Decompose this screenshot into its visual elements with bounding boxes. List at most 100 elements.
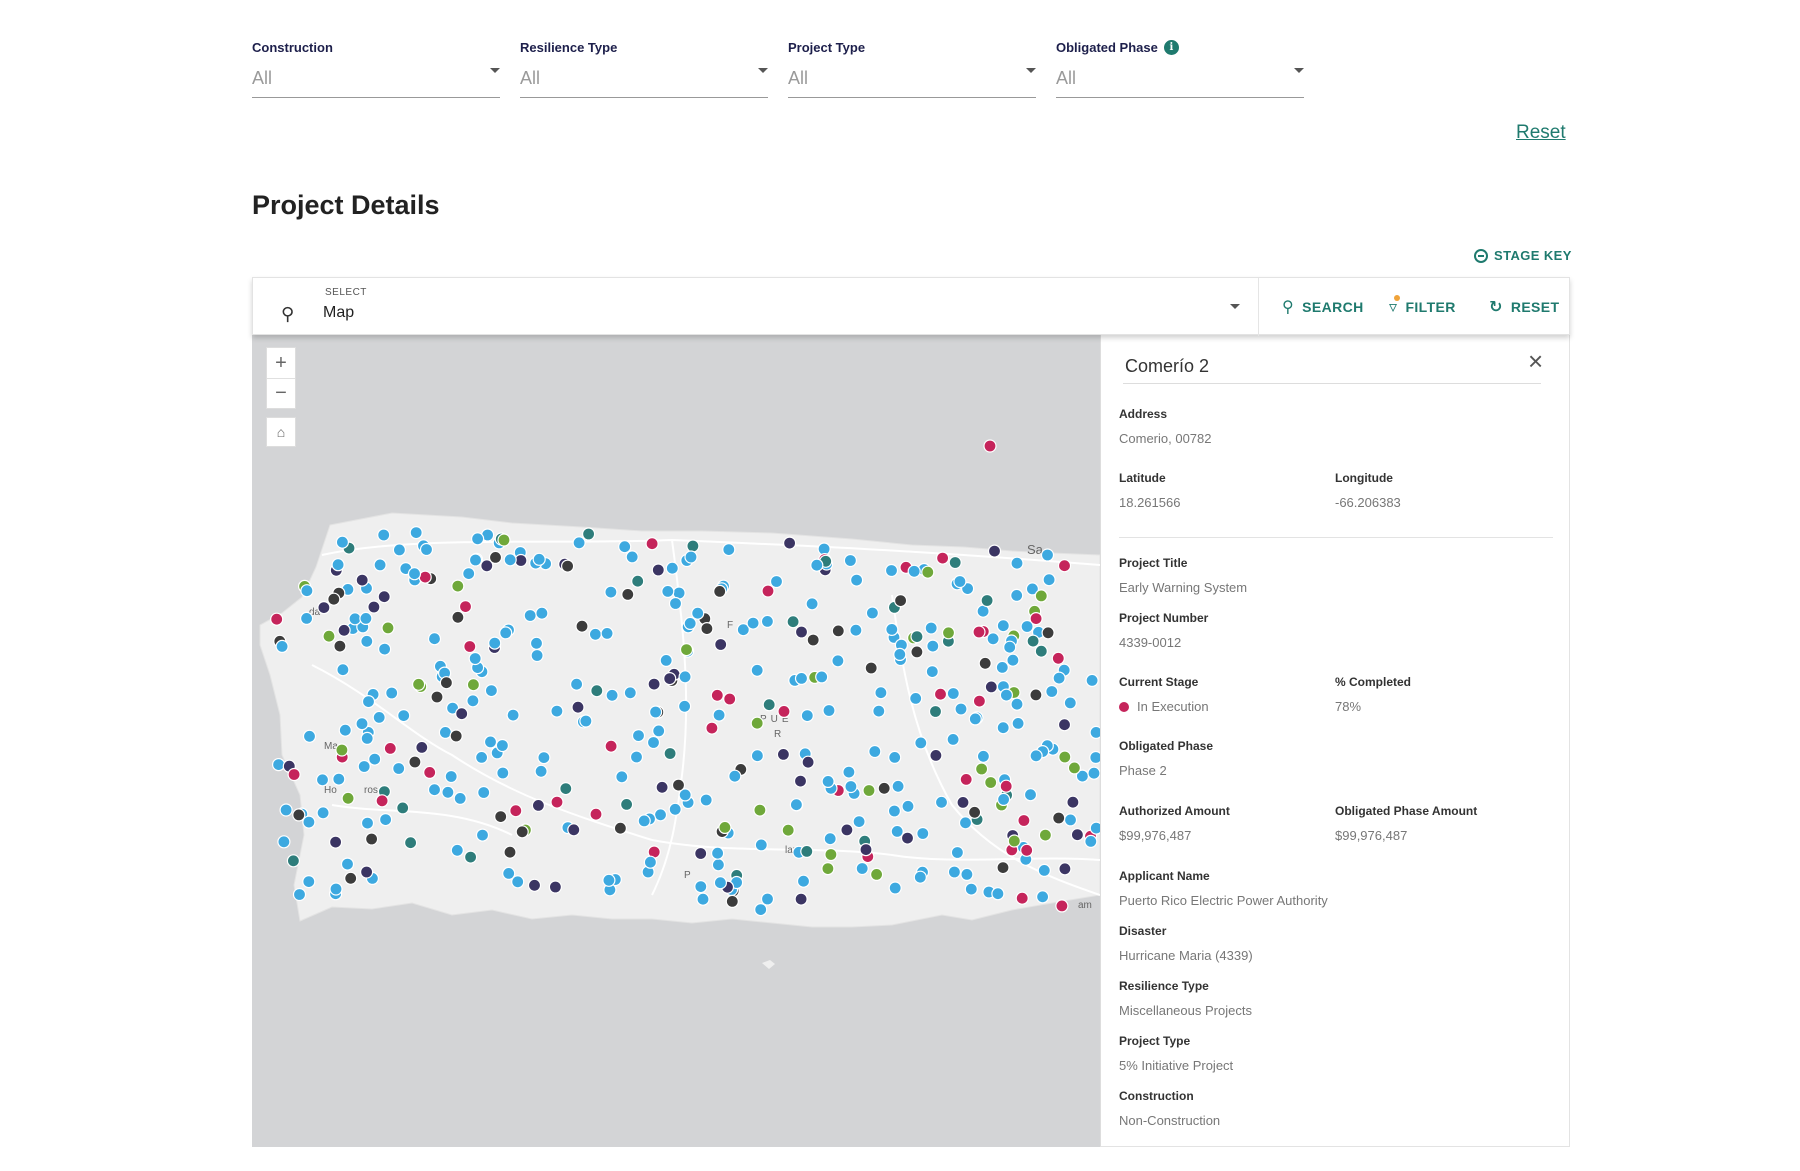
project-marker[interactable]	[1085, 673, 1099, 687]
project-marker[interactable]	[629, 750, 644, 764]
project-marker[interactable]	[840, 823, 854, 837]
project-marker[interactable]	[317, 601, 331, 615]
project-marker[interactable]	[696, 892, 710, 906]
project-marker[interactable]	[1029, 688, 1043, 702]
project-marker[interactable]	[947, 865, 962, 879]
project-marker[interactable]	[722, 543, 736, 557]
project-marker[interactable]	[1042, 573, 1056, 587]
project-marker[interactable]	[378, 642, 392, 656]
project-marker[interactable]	[561, 559, 575, 573]
project-marker[interactable]	[1063, 813, 1078, 827]
project-marker[interactable]	[714, 637, 728, 652]
project-marker[interactable]	[272, 758, 286, 772]
project-marker[interactable]	[488, 550, 503, 564]
project-marker[interactable]	[588, 627, 602, 641]
project-marker[interactable]	[700, 622, 714, 636]
project-marker[interactable]	[605, 688, 619, 702]
project-marker[interactable]	[831, 624, 845, 638]
project-marker[interactable]	[789, 798, 804, 812]
project-marker[interactable]	[329, 882, 343, 896]
project-marker[interactable]	[531, 798, 545, 812]
project-marker[interactable]	[360, 634, 374, 648]
project-marker[interactable]	[438, 725, 452, 739]
project-marker[interactable]	[934, 795, 949, 809]
project-marker[interactable]	[1058, 862, 1072, 876]
project-marker[interactable]	[984, 775, 998, 790]
project-marker[interactable]	[786, 615, 800, 629]
project-marker[interactable]	[335, 535, 350, 549]
project-marker[interactable]	[855, 861, 869, 876]
zoom-in-button[interactable]: +	[275, 351, 287, 374]
project-marker[interactable]	[1058, 750, 1072, 764]
project-marker[interactable]	[336, 663, 350, 677]
project-marker[interactable]	[925, 665, 939, 679]
project-marker[interactable]	[987, 544, 1002, 558]
project-marker[interactable]	[718, 820, 732, 834]
project-marker[interactable]	[439, 676, 453, 690]
project-marker[interactable]	[806, 633, 820, 647]
project-marker[interactable]	[769, 574, 784, 589]
project-marker[interactable]	[530, 648, 544, 663]
project-marker[interactable]	[968, 712, 982, 726]
project-marker[interactable]	[910, 630, 924, 644]
project-marker[interactable]	[1029, 749, 1043, 763]
project-marker[interactable]	[723, 692, 737, 706]
project-marker[interactable]	[392, 543, 406, 557]
project-type-filter[interactable]: Project Type All	[788, 38, 1036, 100]
project-marker[interactable]	[590, 684, 604, 698]
project-marker[interactable]	[663, 672, 677, 686]
project-marker[interactable]	[843, 553, 858, 568]
project-marker[interactable]	[796, 874, 811, 888]
project-marker[interactable]	[1052, 671, 1066, 685]
project-marker[interactable]	[494, 810, 508, 824]
resilience-type-filter[interactable]: Resilience Type All	[520, 38, 768, 100]
project-marker[interactable]	[710, 688, 724, 702]
project-marker[interactable]	[316, 806, 330, 820]
project-marker[interactable]	[529, 636, 544, 650]
project-marker[interactable]	[933, 687, 948, 701]
project-marker[interactable]	[464, 850, 478, 864]
project-marker[interactable]	[647, 677, 661, 691]
project-marker[interactable]	[974, 762, 989, 776]
project-marker[interactable]	[367, 600, 381, 614]
project-marker[interactable]	[794, 892, 808, 906]
project-marker[interactable]	[631, 729, 646, 743]
project-marker[interactable]	[535, 606, 549, 620]
project-marker[interactable]	[972, 625, 986, 639]
project-marker[interactable]	[800, 709, 814, 723]
project-marker[interactable]	[821, 774, 835, 788]
obligated-phase-filter-value[interactable]: All	[1056, 68, 1077, 88]
project-marker[interactable]	[831, 654, 845, 668]
project-marker[interactable]	[999, 779, 1013, 793]
project-marker[interactable]	[423, 765, 437, 779]
project-marker[interactable]	[959, 772, 973, 786]
project-marker[interactable]	[1003, 640, 1017, 654]
project-marker[interactable]	[458, 600, 473, 614]
project-marker[interactable]	[1007, 834, 1021, 848]
project-marker[interactable]	[887, 804, 902, 818]
project-marker[interactable]	[711, 846, 725, 860]
project-marker[interactable]	[815, 670, 829, 684]
project-marker[interactable]	[652, 724, 666, 738]
project-marker[interactable]	[286, 854, 301, 868]
reset-button[interactable]: ↻ RESET	[1489, 297, 1560, 317]
project-marker[interactable]	[602, 873, 616, 887]
resilience-type-filter-value[interactable]: All	[520, 68, 541, 88]
project-marker[interactable]	[415, 740, 429, 754]
project-marker[interactable]	[359, 865, 374, 879]
project-marker[interactable]	[1045, 684, 1059, 699]
project-marker[interactable]	[335, 743, 349, 757]
project-marker[interactable]	[1035, 890, 1050, 904]
project-marker[interactable]	[760, 614, 775, 628]
project-marker[interactable]	[991, 887, 1005, 901]
project-marker[interactable]	[907, 564, 921, 578]
project-marker[interactable]	[852, 815, 866, 829]
project-marker[interactable]	[404, 836, 418, 850]
project-marker[interactable]	[956, 795, 970, 809]
project-marker[interactable]	[844, 779, 858, 794]
project-marker[interactable]	[900, 831, 915, 845]
project-marker[interactable]	[506, 708, 520, 722]
project-marker[interactable]	[824, 847, 838, 862]
project-marker[interactable]	[868, 744, 882, 759]
project-marker[interactable]	[532, 552, 546, 566]
